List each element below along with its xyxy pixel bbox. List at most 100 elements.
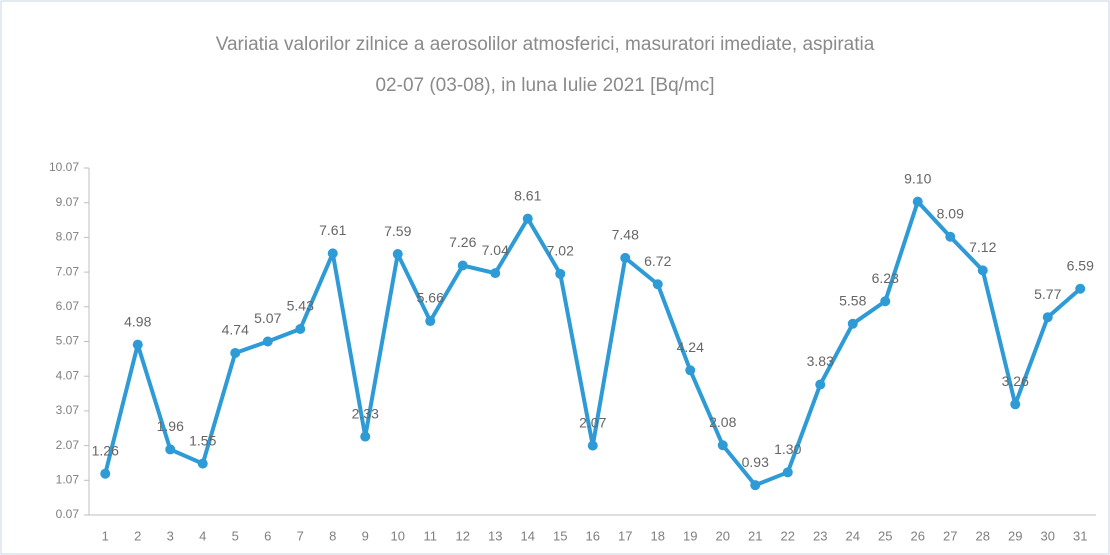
x-tick-label: 13	[488, 528, 502, 543]
data-point	[425, 316, 436, 327]
x-tick-label: 30	[1041, 528, 1055, 543]
data-point	[100, 468, 111, 479]
data-label: 4.24	[677, 339, 704, 355]
x-tick-label: 20	[716, 528, 730, 543]
data-label: 1.30	[774, 441, 801, 457]
y-tick-label: 6.07	[56, 299, 80, 313]
data-point	[1010, 399, 1021, 410]
data-point	[490, 268, 501, 279]
x-tick-label: 5	[232, 528, 239, 543]
y-tick-label: 3.07	[56, 403, 80, 417]
data-point	[295, 324, 306, 335]
data-point	[522, 213, 533, 224]
data-point	[977, 265, 988, 276]
x-tick-label: 29	[1008, 528, 1022, 543]
x-tick-label: 8	[329, 528, 336, 543]
data-label: 8.61	[514, 187, 541, 203]
data-point	[847, 318, 858, 329]
data-label: 8.09	[937, 205, 964, 221]
x-tick-label: 25	[878, 528, 892, 543]
y-tick-label: 2.07	[56, 438, 80, 452]
x-tick-label: 9	[362, 528, 369, 543]
data-label: 7.48	[612, 227, 639, 243]
data-label: 1.26	[92, 442, 119, 458]
y-tick-label: 0.07	[56, 507, 80, 521]
x-tick-label: 26	[911, 528, 925, 543]
data-label: 7.04	[482, 242, 509, 258]
data-label: 5.58	[839, 293, 866, 309]
data-point	[262, 336, 273, 347]
y-tick-label: 1.07	[56, 472, 80, 486]
data-point	[230, 347, 241, 358]
data-point	[620, 252, 631, 263]
data-label: 6.72	[644, 253, 671, 269]
data-point	[1075, 283, 1086, 294]
x-tick-label: 2	[134, 528, 141, 543]
x-tick-label: 31	[1073, 528, 1087, 543]
data-label: 5.66	[417, 290, 444, 306]
data-point	[717, 440, 728, 451]
data-label: 1.55	[189, 432, 216, 448]
data-point	[132, 339, 143, 350]
y-tick-label: 10.07	[49, 160, 79, 174]
data-label: 3.83	[807, 353, 834, 369]
data-label: 2.08	[709, 414, 736, 430]
x-tick-label: 21	[748, 528, 762, 543]
y-tick-label: 7.07	[56, 264, 80, 278]
data-point	[912, 196, 923, 207]
data-point	[1042, 312, 1053, 323]
x-tick-label: 6	[264, 528, 271, 543]
data-point	[165, 444, 176, 455]
y-tick-label: 9.07	[56, 195, 80, 209]
data-label: 7.26	[449, 234, 476, 250]
chart-title: Variatia valorilor zilnice a aerosolilor…	[216, 34, 875, 55]
data-point	[327, 248, 338, 259]
data-point	[782, 467, 793, 478]
x-tick-label: 18	[651, 528, 665, 543]
x-tick-label: 11	[424, 528, 438, 543]
x-tick-label: 7	[297, 528, 304, 543]
data-label: 5.77	[1034, 286, 1061, 302]
y-tick-label: 5.07	[56, 334, 80, 348]
data-label: 7.12	[969, 239, 996, 255]
y-tick-label: 8.07	[56, 230, 80, 244]
x-tick-label: 19	[683, 528, 697, 543]
data-point	[555, 268, 566, 279]
data-point	[880, 296, 891, 307]
data-label: 6.59	[1067, 257, 1094, 273]
data-label: 5.07	[254, 310, 281, 326]
data-label: 1.96	[157, 418, 184, 434]
data-point	[815, 379, 826, 390]
x-tick-label: 23	[813, 528, 827, 543]
data-point	[685, 365, 696, 376]
x-tick-label: 4	[199, 528, 206, 543]
data-label: 4.98	[124, 313, 151, 329]
data-label: 7.61	[319, 222, 346, 238]
data-point	[360, 431, 371, 442]
data-point	[652, 279, 663, 290]
x-tick-label: 14	[521, 528, 535, 543]
x-tick-label: 3	[167, 528, 174, 543]
x-tick-label: 10	[391, 528, 405, 543]
x-tick-label: 27	[943, 528, 957, 543]
x-tick-label: 1	[102, 528, 109, 543]
data-label: 0.93	[742, 454, 769, 470]
x-tick-label: 24	[846, 528, 860, 543]
data-point	[750, 480, 761, 491]
data-label: 6.23	[872, 270, 899, 286]
data-label: 4.74	[222, 322, 249, 338]
y-tick-label: 4.07	[56, 368, 80, 382]
x-tick-label: 28	[976, 528, 990, 543]
data-label: 5.43	[287, 298, 314, 314]
chart-subtitle: 02-07 (03-08), in luna Iulie 2021 [Bq/mc…	[375, 75, 714, 96]
data-label: 7.02	[547, 243, 574, 259]
x-tick-label: 17	[618, 528, 632, 543]
data-point	[587, 440, 598, 451]
data-point	[457, 260, 468, 271]
data-label: 9.10	[904, 170, 931, 186]
data-label: 7.59	[384, 223, 411, 239]
x-tick-label: 12	[456, 528, 470, 543]
data-point	[945, 231, 956, 242]
data-point	[392, 249, 403, 260]
x-tick-label: 15	[553, 528, 567, 543]
